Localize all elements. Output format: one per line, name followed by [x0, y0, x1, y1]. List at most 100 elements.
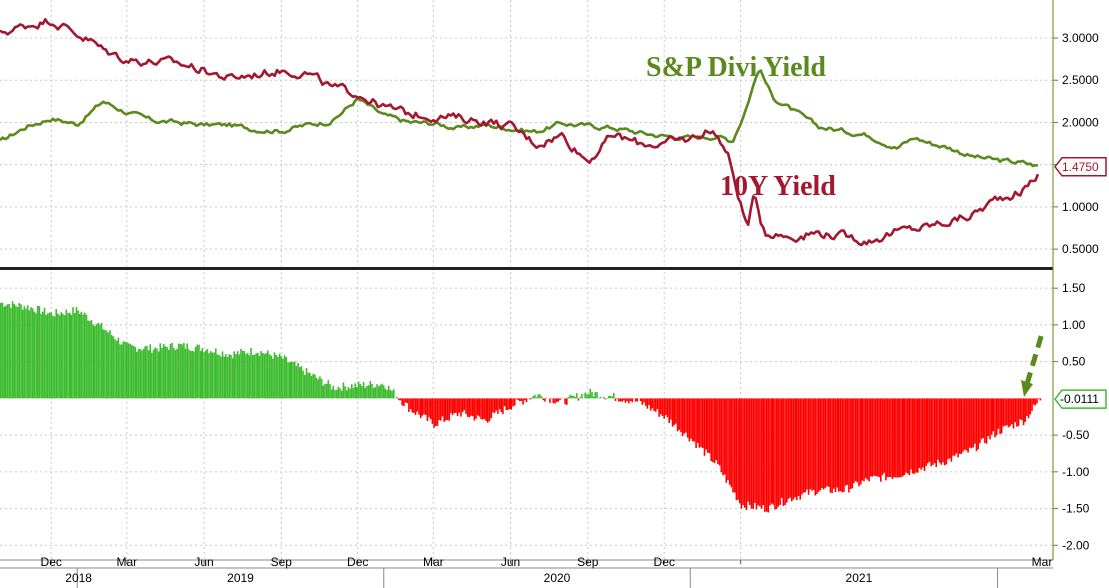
- spread-bar: [325, 383, 328, 399]
- spread-bar: [324, 383, 326, 399]
- spread-bar: [933, 398, 936, 464]
- spread-bar: [658, 398, 660, 417]
- x-month-label: Mar: [1032, 555, 1053, 569]
- spread-bar: [171, 342, 173, 399]
- spread-bar: [656, 398, 659, 410]
- spread-bar: [540, 396, 543, 399]
- series-label-divi-yield: S&P Divi Yield: [646, 52, 826, 83]
- spread-bar: [404, 398, 407, 403]
- spread-bar: [100, 322, 103, 399]
- spread-bar: [48, 312, 51, 399]
- spread-bar: [393, 389, 395, 399]
- spread-bar: [50, 312, 52, 399]
- spread-bar: [354, 383, 356, 399]
- spread-bar: [829, 398, 832, 493]
- spread-bar: [932, 398, 934, 465]
- spread-bar: [5, 305, 7, 399]
- spread-bar: [120, 344, 123, 399]
- spread-bar: [896, 398, 899, 478]
- spread-bar: [84, 312, 86, 399]
- spread-bar: [218, 354, 220, 399]
- spread-bar: [117, 337, 120, 399]
- spread-bar: [319, 376, 321, 399]
- spread-bar: [982, 398, 985, 438]
- spread-bar: [880, 398, 882, 482]
- spread-bar: [1036, 398, 1038, 404]
- spread-bar: [129, 343, 131, 399]
- spread-bar: [875, 398, 877, 477]
- spread-bar: [473, 398, 476, 421]
- spread-bar: [577, 398, 580, 401]
- spread-bar: [26, 305, 29, 399]
- up-arrow-icon: [1021, 329, 1046, 397]
- spread-bar: [705, 398, 707, 450]
- spread-bar: [671, 398, 674, 427]
- spread-bar: [967, 398, 969, 453]
- spread-bar: [566, 398, 568, 405]
- spread-bar: [339, 388, 341, 399]
- spread-bar: [723, 398, 726, 475]
- spread-bar: [994, 398, 996, 438]
- spread-bar: [198, 344, 200, 399]
- spread-bar: [498, 398, 501, 410]
- spread-bar: [681, 398, 684, 437]
- last-value-flag-top: 1.4750: [1054, 157, 1107, 177]
- spread-bar: [530, 398, 533, 400]
- spread-bar: [945, 398, 948, 465]
- spread-bar: [178, 343, 180, 399]
- spread-bar: [330, 389, 333, 399]
- spread-bar: [18, 303, 21, 399]
- spread-bar: [465, 398, 467, 414]
- spread-bar: [948, 398, 951, 459]
- spread-bar: [387, 385, 390, 399]
- x-month-label: Sep: [271, 555, 293, 569]
- spread-bar: [10, 308, 12, 399]
- spread-bar: [728, 398, 731, 485]
- spread-bar: [441, 398, 444, 417]
- spread-bar: [414, 398, 417, 415]
- spread-bar: [703, 398, 706, 456]
- spread-bar: [660, 398, 662, 415]
- spread-bar: [460, 398, 462, 417]
- spread-bar: [930, 398, 932, 467]
- spread-bar: [673, 398, 675, 425]
- spread-bar: [492, 398, 494, 413]
- spread-bar: [666, 398, 669, 418]
- spread-bar: [591, 392, 593, 399]
- spread-bar: [255, 353, 257, 399]
- spread-bar: [85, 314, 88, 399]
- spread-bar: [132, 346, 135, 399]
- spread-bar: [262, 353, 264, 399]
- spread-bar: [985, 398, 988, 444]
- spread-bar: [955, 398, 958, 454]
- spread-bar: [609, 396, 612, 399]
- spread-bar: [450, 398, 452, 414]
- spread-bar: [428, 398, 430, 417]
- spread-bar: [282, 358, 284, 399]
- spread-bar: [817, 398, 820, 492]
- spread-bar: [278, 353, 281, 399]
- spread-bar: [57, 313, 59, 399]
- spread-bar: [569, 394, 571, 399]
- spread-bar: [710, 398, 712, 462]
- spread-bar: [557, 398, 560, 402]
- spread-bar: [539, 394, 541, 399]
- spread-bar: [901, 398, 904, 477]
- spread-bar: [980, 398, 983, 440]
- spread-bar: [807, 398, 810, 495]
- spread-bar: [545, 397, 548, 399]
- spread-bar: [849, 398, 852, 489]
- spread-bar: [923, 398, 926, 471]
- spread-bar: [678, 398, 681, 430]
- spread-bar: [327, 380, 330, 399]
- x-month-label: Jun: [501, 555, 520, 569]
- spread-bar: [722, 398, 724, 476]
- spread-bar: [142, 348, 145, 399]
- spread-bar: [718, 398, 721, 466]
- panel-divider[interactable]: [0, 267, 1053, 270]
- spread-bar: [45, 314, 47, 399]
- spread-bar: [176, 348, 178, 399]
- spread-bar: [969, 398, 971, 448]
- spread-bar: [804, 398, 806, 493]
- spread-bar: [114, 339, 116, 399]
